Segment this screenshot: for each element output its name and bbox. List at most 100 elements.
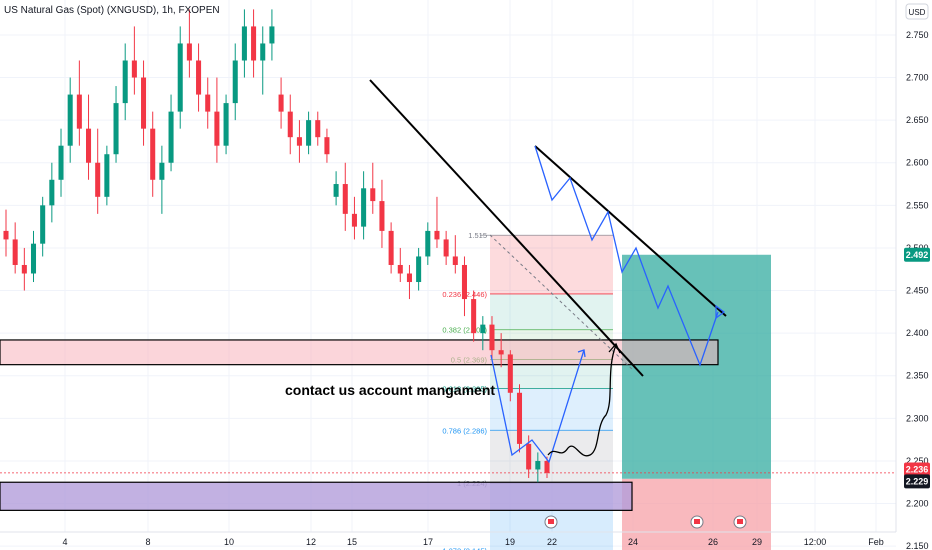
candle-body[interactable] (333, 184, 339, 197)
candle-body[interactable] (471, 299, 477, 334)
candle-body[interactable] (3, 230, 9, 240)
candle-body[interactable] (443, 239, 449, 257)
candle-body[interactable] (425, 230, 431, 257)
us-flag-icon-glyph (694, 519, 700, 524)
fib-band-0-0236 (490, 235, 613, 294)
candle-body[interactable] (315, 120, 321, 138)
last-price-tag-text: 2.236 (906, 464, 929, 474)
time-axis[interactable]: 4 8 10 12 15 17 19 22 24 26 29 12:00 Feb (62, 537, 883, 547)
candle-body[interactable] (150, 128, 156, 180)
price-tick-label: 2.200 (906, 499, 929, 509)
candle-body[interactable] (196, 60, 202, 95)
candle-body[interactable] (388, 230, 394, 265)
prev-close-tag-text: 2.229 (906, 476, 929, 486)
candle-body[interactable] (131, 60, 137, 78)
fib-level-label: 1.272 (2.145) (442, 546, 487, 550)
price-tick-label: 2.600 (906, 158, 929, 168)
candle-body[interactable] (452, 256, 458, 265)
fib-band-0618-0786 (490, 388, 613, 431)
flash-icon-glyph (548, 519, 554, 524)
time-tick-label: 15 (347, 537, 357, 547)
plot-area[interactable]: 0.236 (2.446)0.382 (2.404)0.5 (2.369)0.6… (0, 0, 896, 550)
candle-body[interactable] (526, 443, 532, 470)
candle-body[interactable] (379, 201, 385, 231)
fib-high-label: 1.515 (468, 231, 487, 240)
candle-body[interactable] (278, 94, 284, 112)
support-zone[interactable] (0, 481, 633, 511)
fib-band-0786-1 (490, 430, 613, 484)
candle-body[interactable] (113, 103, 119, 155)
candle-body[interactable] (58, 145, 64, 180)
price-tick-label: 2.550 (906, 200, 929, 210)
candle-body[interactable] (186, 43, 192, 61)
candle-body[interactable] (516, 392, 523, 444)
candle-body[interactable] (232, 60, 238, 104)
candle-body[interactable] (177, 43, 183, 112)
price-tick-label: 2.700 (906, 73, 929, 83)
candle-body[interactable] (205, 94, 211, 112)
downtrend-line-upper[interactable] (534, 145, 727, 317)
candle-body[interactable] (296, 137, 302, 146)
candle-body[interactable] (434, 230, 440, 240)
candle-body[interactable] (489, 324, 495, 351)
last-price-tag (904, 462, 930, 477)
candle-body[interactable] (535, 460, 541, 470)
candle-body[interactable] (544, 460, 550, 473)
resistance-zone[interactable] (0, 339, 719, 366)
time-tick-label: 17 (423, 537, 433, 547)
price-axis[interactable]: 2.1502.2002.2502.3002.3502.4002.4502.500… (904, 30, 930, 550)
chart-title: US Natural Gas (Spot) (XNGUSD), 1h, FXOP… (4, 5, 220, 16)
fib-level-label: 0.786 (2.286) (442, 426, 487, 435)
price-tick-label: 2.450 (906, 286, 929, 296)
fib-level-label: 0.382 (2.404) (442, 326, 487, 335)
candle-body[interactable] (86, 128, 92, 163)
candle-body[interactable] (12, 239, 18, 265)
candle-body[interactable] (406, 273, 412, 283)
handdrawn-path (547, 344, 617, 457)
candle-body[interactable] (306, 120, 312, 146)
downtrend-line-main[interactable] (369, 79, 644, 377)
tp-price-tag (904, 247, 930, 262)
take-profit-zone (622, 254, 771, 479)
candle-body[interactable] (95, 162, 101, 197)
candle-body[interactable] (104, 154, 110, 197)
candle-body[interactable] (416, 256, 422, 283)
currency-button[interactable] (905, 3, 929, 20)
time-tick-label: Feb (868, 537, 884, 547)
candle-body[interactable] (168, 111, 174, 163)
candle-body[interactable] (214, 111, 220, 146)
candle-body[interactable] (159, 162, 165, 180)
candle-body[interactable] (49, 179, 55, 206)
candle-body[interactable] (269, 26, 275, 44)
projected-path-lower-arrow (577, 349, 586, 358)
candle-body[interactable] (241, 26, 247, 61)
candle-body[interactable] (507, 354, 513, 393)
time-tick-label: 22 (547, 537, 557, 547)
time-tick-label: 24 (628, 537, 638, 547)
candle-body[interactable] (30, 243, 37, 274)
candle-body[interactable] (67, 94, 73, 146)
candle-body[interactable] (351, 213, 357, 227)
fib-band-0236-0382 (490, 293, 613, 330)
candle-body[interactable] (480, 324, 486, 334)
candle-body[interactable] (260, 43, 266, 61)
candle-body[interactable] (461, 264, 467, 300)
candle-body[interactable] (251, 26, 257, 61)
time-tick-label: 10 (224, 537, 234, 547)
candle-body[interactable] (223, 103, 229, 146)
time-tick-label: 12 (306, 537, 316, 547)
candle-body[interactable] (397, 264, 403, 274)
candle-body[interactable] (342, 184, 348, 214)
candle-body[interactable] (498, 350, 504, 355)
candle-body[interactable] (21, 264, 27, 274)
candle-body[interactable] (40, 205, 46, 244)
candle-body[interactable] (287, 111, 293, 138)
us-flag-icon-glyph (737, 519, 743, 524)
candle-body[interactable] (76, 94, 82, 129)
candle-body[interactable] (361, 188, 367, 227)
candle-body[interactable] (370, 188, 376, 202)
candle-body[interactable] (324, 137, 330, 155)
candle-body[interactable] (122, 60, 128, 104)
candle-body[interactable] (141, 77, 147, 129)
